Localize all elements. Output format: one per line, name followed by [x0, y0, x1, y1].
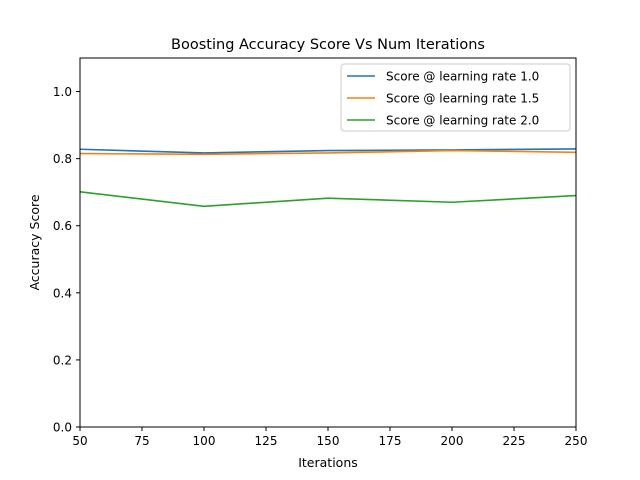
- x-tick-label: 175: [379, 434, 402, 448]
- y-axis-label: Accuracy Score: [27, 194, 42, 290]
- legend-label: Score @ learning rate 1.0: [386, 70, 539, 84]
- x-tick-label: 250: [565, 434, 588, 448]
- legend: Score @ learning rate 1.0 Score @ learnin…: [340, 63, 571, 132]
- y-tick-label: 0.2: [53, 353, 72, 367]
- x-axis-label: Iterations: [298, 455, 358, 470]
- y-tick-label: 0.0: [53, 421, 72, 435]
- series-line-1: [79, 148, 577, 154]
- y-tick-label: 0.4: [53, 286, 72, 300]
- series-line-3: [79, 191, 577, 208]
- legend-label: Score @ learning rate 2.0: [386, 114, 539, 128]
- y-tick-label: 0.8: [53, 152, 72, 166]
- x-tick-label: 75: [134, 434, 149, 448]
- series-lines: [79, 148, 577, 208]
- ticks: 50 75 100 125 150 175 200 225 250 0.0 0.2 0.4 0.6 0.8…: [53, 85, 588, 448]
- x-tick-label: 225: [503, 434, 526, 448]
- x-tick-label: 50: [72, 434, 87, 448]
- x-tick-label: 150: [317, 434, 340, 448]
- series-line-2: [79, 149, 577, 156]
- x-tick-label: 100: [193, 434, 216, 448]
- x-tick-label: 200: [441, 434, 464, 448]
- legend-label: Score @ learning rate 1.5: [386, 92, 539, 106]
- chart-title: Boosting Accuracy Score Vs Num Iteration…: [171, 37, 485, 53]
- x-tick-label: 125: [255, 434, 278, 448]
- y-tick-label: 0.6: [53, 219, 72, 233]
- y-tick-label: 1.0: [53, 85, 72, 99]
- legend-box: [340, 63, 571, 132]
